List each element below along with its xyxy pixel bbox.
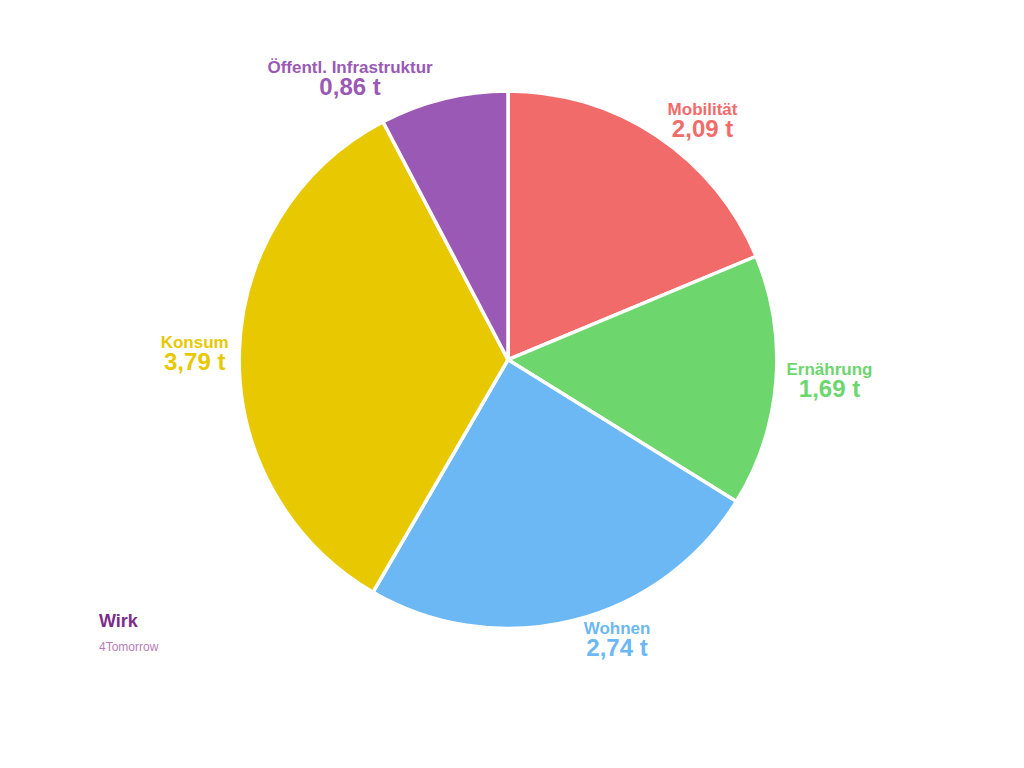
svg-text:Wirk: Wirk — [99, 611, 139, 631]
svg-text:Mobilität2,09 t: Mobilität2,09 t — [668, 100, 738, 142]
svg-text:Wohnen2,74 t: Wohnen2,74 t — [584, 619, 651, 661]
svg-text:Ernährung1,69 t: Ernährung1,69 t — [786, 360, 872, 402]
svg-text:Öffentl. Infrastruktur0,86 t: Öffentl. Infrastruktur0,86 t — [267, 58, 433, 100]
svg-text:Konsum3,79 t: Konsum3,79 t — [161, 333, 229, 375]
svg-text:4Tomorrow: 4Tomorrow — [99, 640, 159, 654]
